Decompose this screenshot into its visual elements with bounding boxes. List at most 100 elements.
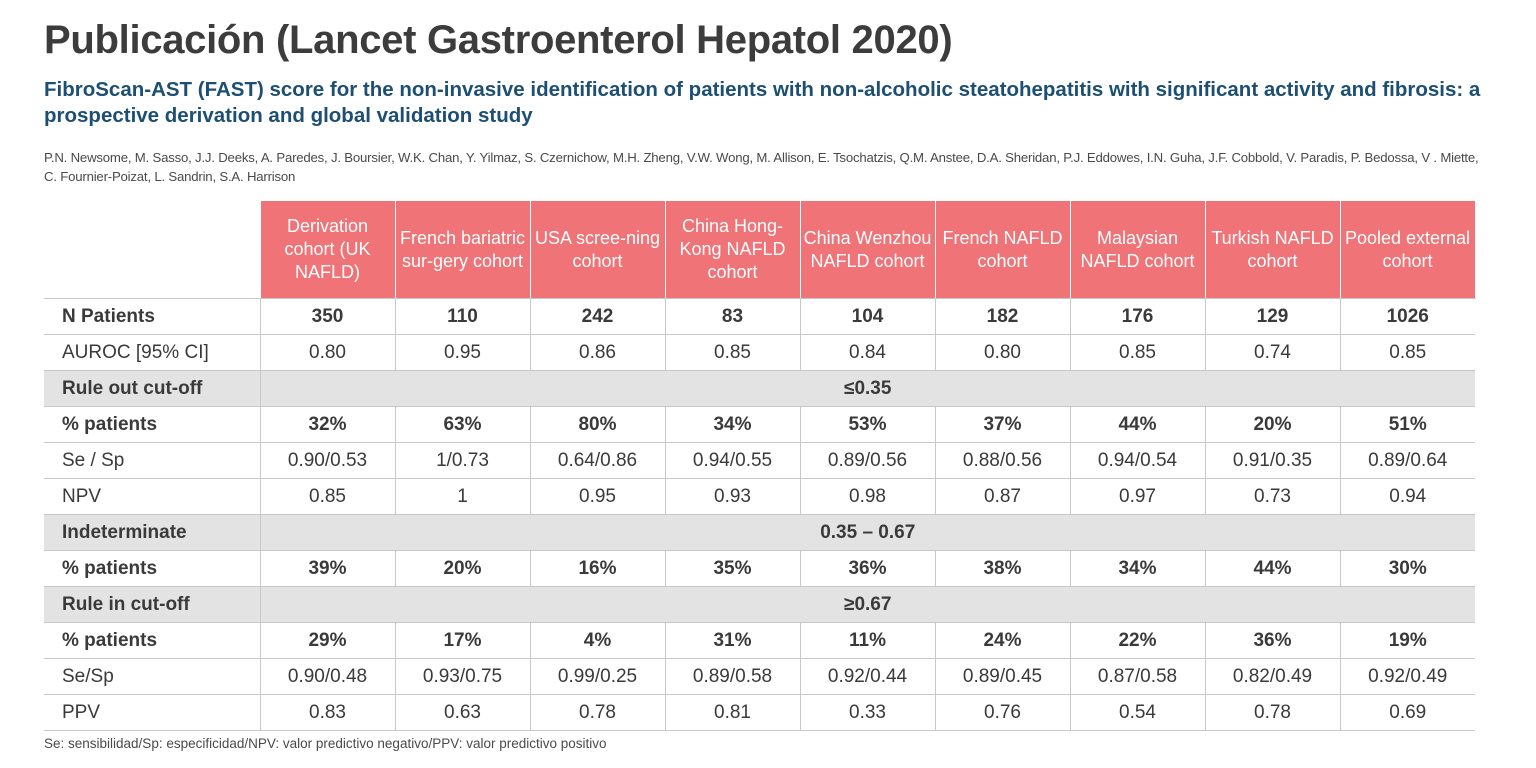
table-cell: 0.69 [1339,694,1475,731]
table-cell: 17% [394,622,531,659]
column-header: Derivation cohort (UK NAFLD) [259,200,396,299]
table-row: AUROC [95% CI] 0.80 0.95 0.86 0.85 0.84 0.80 0.… [44,334,1475,371]
table-cell: 0.78 [1204,694,1341,731]
table-cell: 0.54 [1069,694,1206,731]
table-cell: 31% [664,622,801,659]
table-cell: 0.73 [1204,478,1341,515]
column-header: China Hong-Kong NAFLD cohort [664,200,801,299]
row-label: N Patients [44,298,261,335]
results-table: Derivation cohort (UK NAFLD) French baria… [44,200,1476,731]
table-cell: 0.86 [529,334,666,371]
table-cell: 0.94/0.54 [1069,442,1206,479]
table-cell: 176 [1069,298,1206,335]
table-cell: 0.91/0.35 [1204,442,1341,479]
table-cell: 104 [799,298,936,335]
row-label: Rule out cut-off [44,370,261,407]
table-cell: 0.89/0.58 [664,658,801,695]
table-cell: 30% [1339,550,1475,587]
table-cell: 51% [1339,406,1475,443]
table-cell: 0.85 [1069,334,1206,371]
header-row: Derivation cohort (UK NAFLD) French baria… [44,200,1476,299]
article-subtitle: FibroScan-AST (FAST) score for the non-i… [44,78,1481,127]
table-cell: 39% [259,550,396,587]
table-cell: 0.78 [529,694,666,731]
row-label: % patients [44,406,261,443]
table-cell: 0.33 [799,694,936,731]
row-label: % patients [44,622,261,659]
table-cell: 242 [529,298,666,335]
table-cell: 0.85 [259,478,396,515]
table-cell: 1/0.73 [394,442,531,479]
table-cell: 19% [1339,622,1475,659]
cutoff-band-row: Rule out cut-off ≤0.35 [44,370,1475,407]
table-row: Se / Sp 0.90/0.53 1/0.73 0.64/0.86 0.94/0.55… [44,442,1475,479]
table-cell: 0.85 [664,334,801,371]
table-cell: 0.95 [394,334,531,371]
table-row: Se/Sp 0.90/0.48 0.93/0.75 0.99/0.25 0.89/0.5… [44,658,1475,695]
table-cell: 0.64/0.86 [529,442,666,479]
table-row: PPV 0.83 0.63 0.78 0.81 0.33 0.76 0.54 0.78 0.69 [44,694,1475,731]
table-cell: 1026 [1339,298,1475,335]
table-cell: 0.93/0.75 [394,658,531,695]
table-cell: 0.84 [799,334,936,371]
footnote: Se: sensibilidad/Sp: especificidad/NPV: … [44,736,607,751]
column-header: Turkish NAFLD cohort [1204,200,1341,299]
row-label: Indeterminate [44,514,261,551]
table-cell: 0.81 [664,694,801,731]
table-cell: 0.80 [934,334,1071,371]
table-cell: 32% [259,406,396,443]
row-label: Rule in cut-off [44,586,261,623]
table-cell: 0.98 [799,478,936,515]
cutoff-band-row: Indeterminate 0.35 – 0.67 [44,514,1475,551]
column-header: Pooled external cohort [1339,200,1476,299]
table-cell: 29% [259,622,396,659]
table-cell: 53% [799,406,936,443]
table-cell: 0.88/0.56 [934,442,1071,479]
table-cell: 110 [394,298,531,335]
table-cell: 0.76 [934,694,1071,731]
table-cell: 0.90/0.53 [259,442,396,479]
table-cell: 0.97 [1069,478,1206,515]
table-cell: 0.83 [259,694,396,731]
page-title: Publicación (Lancet Gastroenterol Hepato… [44,18,953,62]
table-cell: 0.93 [664,478,801,515]
table-cell: 37% [934,406,1071,443]
table-row: % patients 32% 63% 80% 34% 53% 37% 44% 20% 51% [44,406,1475,443]
table-cell: 0.85 [1339,334,1475,371]
table-cell: 0.94 [1339,478,1475,515]
table-row: % patients 29% 17% 4% 31% 11% 24% 22% 36% 19% [44,622,1475,659]
table-cell: 0.89/0.56 [799,442,936,479]
table-cell: 0.95 [529,478,666,515]
table-cell: 63% [394,406,531,443]
table-cell: 11% [799,622,936,659]
cutoff-band-row: Rule in cut-off ≥0.67 [44,586,1475,623]
table-cell: 0.92/0.44 [799,658,936,695]
table-cell: 83 [664,298,801,335]
table-cell: 36% [1204,622,1341,659]
table-body: N Patients 350 110 242 83 104 182 176 129 1026 AUR… [44,298,1475,731]
table-cell: 4% [529,622,666,659]
table-cell: 0.80 [259,334,396,371]
table-cell: 16% [529,550,666,587]
table-cell: 129 [1204,298,1341,335]
table-row: NPV 0.85 1 0.95 0.93 0.98 0.87 0.97 0.73 0.94 [44,478,1475,515]
table-row: N Patients 350 110 242 83 104 182 176 129 1026 [44,298,1475,335]
cutoff-value: ≥0.67 [259,586,1475,623]
cutoff-value: 0.35 – 0.67 [259,514,1475,551]
table-cell: 44% [1069,406,1206,443]
table-cell: 38% [934,550,1071,587]
table-cell: 0.82/0.49 [1204,658,1341,695]
table-cell: 22% [1069,622,1206,659]
row-label: Se/Sp [44,658,261,695]
table-cell: 0.63 [394,694,531,731]
table-cell: 80% [529,406,666,443]
row-label: PPV [44,694,261,731]
column-header: French bariatric sur-gery cohort [394,200,531,299]
table-cell: 0.74 [1204,334,1341,371]
table-cell: 34% [664,406,801,443]
author-list: P.N. Newsome, M. Sasso, J.J. Deeks, A. P… [44,150,1479,184]
row-label: % patients [44,550,261,587]
table-cell: 34% [1069,550,1206,587]
column-header: China Wenzhou NAFLD cohort [799,200,936,299]
table-cell: 0.90/0.48 [259,658,396,695]
